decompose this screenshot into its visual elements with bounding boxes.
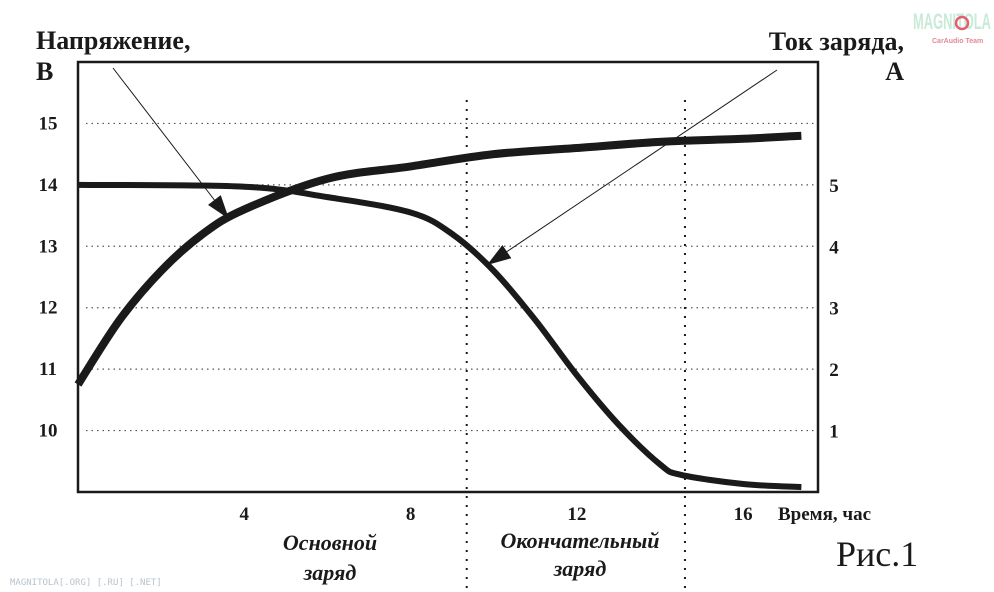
figure-label: Рис.1 [836,534,918,574]
phase-label-final-2: заряд [553,556,607,581]
left-tick-label: 13 [39,236,58,257]
watermark-footer: MAGNITOLA[.ORG] [.RU] [.NET] [10,578,162,588]
right-tick-label: 5 [829,176,839,197]
right-axis-label-line2: А [885,57,904,86]
series-lines [74,131,802,491]
phase-label-final-1: Окончательный [500,528,659,553]
x-tick-label: 4 [240,504,250,525]
magnitola-logo: MAGNITOLA CarAudio Team [913,9,991,45]
right-tick-label: 2 [829,360,839,381]
current-curve [77,181,802,491]
current-pointer-arrow-head [487,244,512,265]
left-axis-label-line2: В [36,57,53,86]
svg-text:CarAudio Team: CarAudio Team [932,38,983,45]
voltage-pointer-arrow-line [112,67,230,220]
grid-lines [86,122,818,432]
voltage-pointer-arrow-head [208,195,229,219]
left-axis-label-line1: Напряжение, [36,26,190,55]
left-tick-label: 12 [39,298,58,319]
phase-label-main-1: Основной [283,530,377,555]
right-tick-label: 3 [829,299,839,320]
current-pointer-arrow-line [486,69,778,266]
x-axis-label: Время, час [778,504,871,525]
left-tick-label: 14 [39,175,59,196]
x-tick-label: 12 [567,504,586,525]
phase-boundaries [465,100,686,592]
voltage-curve [74,131,802,387]
right-axis-label-line1: Ток заряда, [769,27,904,56]
plot-frame [76,60,820,494]
right-tick-label: 1 [829,422,839,443]
svg-text:MAGNITOLA: MAGNITOLA [913,9,991,34]
left-tick-label: 15 [39,113,58,134]
right-tick-label: 4 [829,237,839,258]
phase-label-main-2: заряд [303,560,357,585]
annotation-arrows [112,67,778,266]
left-tick-label: 10 [39,421,58,442]
x-tick-label: 16 [734,504,753,525]
x-tick-label: 8 [406,504,416,525]
left-tick-label: 11 [39,359,57,380]
